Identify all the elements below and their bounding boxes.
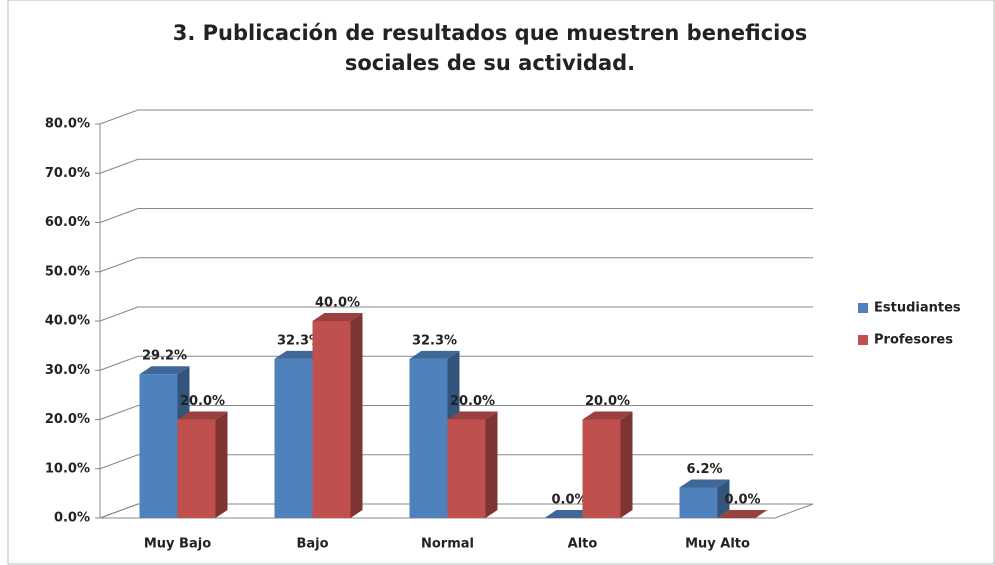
bar-side — [485, 411, 498, 518]
data-label: 32.3% — [412, 333, 457, 348]
x-tick-label: Muy Alto — [685, 537, 750, 552]
bar-side — [215, 411, 228, 518]
bar — [409, 358, 448, 518]
x-tick-label: Bajo — [296, 537, 328, 552]
bar — [447, 419, 486, 518]
chart-title: sociales de su actividad. — [345, 51, 635, 75]
data-label: 0.0% — [724, 493, 760, 508]
data-label: 6.2% — [686, 462, 722, 477]
y-tick-label: 70.0% — [45, 166, 90, 181]
bar — [274, 358, 313, 518]
grid-line — [99, 355, 813, 371]
bar-side — [620, 411, 633, 518]
y-tick-label: 40.0% — [45, 314, 90, 329]
bar-top — [139, 366, 190, 375]
data-label: 29.2% — [142, 349, 187, 364]
legend-swatch — [858, 335, 868, 345]
bar-side — [717, 479, 730, 518]
grid-line — [99, 306, 813, 322]
data-label: 40.0% — [315, 296, 360, 311]
data-label: 0.0% — [551, 493, 587, 508]
y-tick-label: 30.0% — [45, 363, 90, 378]
bar — [582, 419, 621, 518]
x-tick-label: Muy Bajo — [144, 537, 211, 552]
legend-swatch — [858, 303, 868, 313]
data-label: 32.3% — [277, 333, 322, 348]
y-tick-label: 50.0% — [45, 264, 90, 279]
grid-line — [99, 208, 813, 223]
bar-top — [582, 411, 633, 420]
data-label: 20.0% — [585, 394, 630, 409]
bar-top — [312, 313, 363, 321]
grid-line — [99, 109, 813, 125]
legend-label: Profesores — [874, 333, 953, 348]
bar-top — [409, 350, 460, 359]
y-tick-label: 20.0% — [45, 412, 90, 427]
grid-line — [99, 405, 813, 420]
y-tick-label: 10.0% — [45, 461, 90, 476]
grid-line — [99, 257, 813, 273]
bar-side — [350, 313, 363, 518]
y-tick-label: 60.0% — [45, 215, 90, 230]
bar — [177, 419, 216, 518]
bar-top — [717, 510, 768, 518]
bar-top — [177, 411, 228, 420]
data-label: 20.0% — [180, 394, 225, 409]
legend-label: Estudiantes — [874, 301, 961, 316]
x-tick-label: Normal — [421, 537, 474, 552]
x-tick-label: Alto — [568, 537, 598, 552]
bar-top — [544, 510, 595, 518]
bar — [679, 487, 718, 518]
data-label: 20.0% — [450, 394, 495, 409]
bar-top — [274, 350, 325, 359]
bar-top — [679, 479, 730, 488]
y-tick-label: 0.0% — [54, 511, 90, 526]
chart-title: 3. Publicación de resultados que muestre… — [173, 21, 808, 45]
y-tick-label: 80.0% — [45, 117, 90, 132]
bar — [139, 374, 178, 518]
bar — [312, 321, 351, 518]
grid-line — [99, 158, 813, 174]
bar-top — [447, 411, 498, 420]
